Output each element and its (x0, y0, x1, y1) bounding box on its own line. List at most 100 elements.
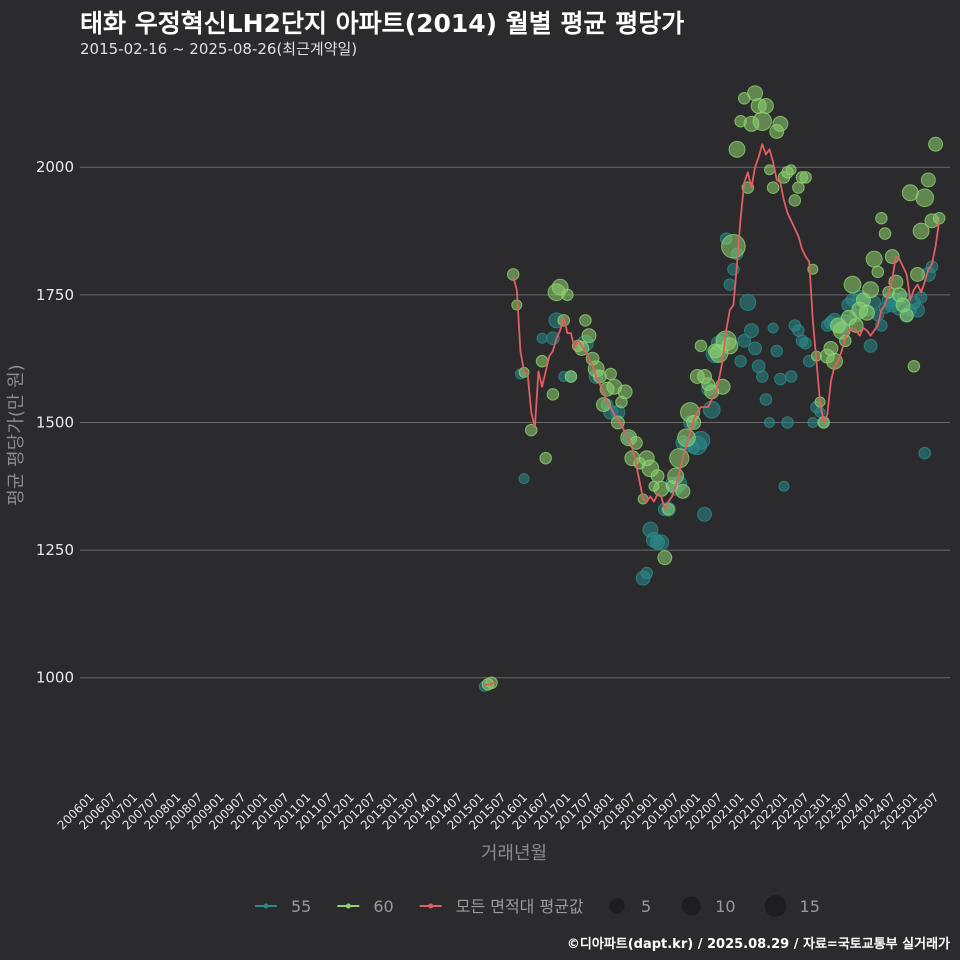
legend-size-label: 5 (641, 897, 651, 916)
footer-source: ©디아파트(dapt.kr) / 2025.08.29 / 자료=국토교통부 실… (566, 937, 950, 952)
point-55 (702, 400, 721, 419)
point-55 (518, 473, 530, 485)
point-55 (723, 278, 737, 291)
legend-size-label: 15 (800, 897, 820, 916)
point-55 (734, 354, 747, 368)
legend-key-dot (345, 903, 351, 909)
point-60 (675, 483, 691, 499)
x-axis-label: 거래년월 (481, 843, 547, 864)
point-60 (657, 550, 673, 566)
point-60 (546, 388, 560, 401)
point-55 (774, 372, 787, 386)
legend-size-key (681, 896, 701, 916)
point-55 (778, 480, 790, 492)
chart-title: 태화 우정혁신LH2단지 아파트(2014) 월별 평균 평당가 (80, 9, 685, 38)
point-60 (757, 97, 774, 114)
legend-key-dot (428, 903, 434, 909)
point-60 (871, 265, 885, 279)
point-55 (536, 332, 548, 344)
legend: 55 60 모든 면적대 평균값 5 10 15 (255, 895, 820, 917)
average-line-segment (484, 681, 496, 687)
point-60 (899, 308, 914, 323)
point-60 (912, 222, 930, 240)
point-60 (915, 188, 935, 208)
point-60 (858, 304, 875, 321)
point-60 (485, 676, 498, 690)
point-60 (788, 194, 802, 207)
point-55 (784, 370, 798, 383)
point-60 (535, 354, 549, 368)
point-55 (807, 416, 819, 428)
y-tick-label: 2000 (36, 158, 74, 176)
point-60 (920, 172, 936, 188)
legend-label: 60 (373, 897, 393, 916)
point-60 (910, 266, 925, 282)
legend-key-dot (263, 903, 269, 909)
point-55 (914, 291, 928, 304)
point-60 (669, 448, 690, 469)
y-tick-label: 1000 (36, 669, 74, 687)
point-60 (667, 467, 685, 485)
point-55 (918, 446, 931, 460)
point-60 (843, 275, 862, 294)
series-60-points (481, 85, 946, 691)
point-60 (694, 339, 708, 353)
point-60 (766, 181, 780, 194)
point-60 (564, 370, 578, 383)
point-60 (579, 314, 592, 327)
point-60 (928, 136, 944, 152)
series-average-line (484, 143, 941, 687)
point-60 (581, 328, 597, 344)
point-60 (799, 171, 812, 184)
point-55 (759, 393, 773, 406)
point-55 (770, 344, 783, 358)
point-55 (743, 323, 759, 339)
point-60 (721, 337, 739, 355)
point-60 (865, 250, 883, 268)
point-55 (814, 406, 826, 418)
point-60 (721, 234, 746, 259)
point-60 (878, 227, 892, 240)
point-55 (756, 370, 769, 383)
y-tick-label: 1750 (36, 286, 74, 304)
legend-label: 모든 면적대 평균값 (456, 897, 584, 916)
y-tick-label: 1250 (36, 541, 74, 559)
point-60 (862, 281, 880, 299)
point-60 (539, 451, 552, 465)
legend-size-label: 10 (715, 897, 735, 916)
point-55 (697, 506, 712, 522)
point-60 (561, 288, 574, 302)
point-60 (650, 469, 665, 483)
point-55 (767, 322, 779, 334)
y-tick-label: 1500 (36, 413, 74, 431)
gridlines (80, 166, 950, 679)
point-55 (781, 416, 794, 429)
point-55 (799, 337, 812, 350)
point-60 (907, 360, 921, 373)
y-axis-label: 평균 평당가(만 원) (6, 364, 27, 505)
point-60 (728, 140, 746, 158)
y-axis-ticks: 1000 1250 1500 1750 2000 (36, 158, 74, 686)
point-55 (764, 416, 775, 428)
point-60 (875, 211, 888, 225)
point-60 (785, 164, 797, 176)
point-60 (617, 384, 633, 400)
legend-size-key (764, 895, 787, 917)
legend-size-key (609, 898, 625, 914)
point-55 (737, 333, 752, 348)
point-60 (764, 164, 775, 176)
x-axis-ticks: 2006012006072007012007072008012008072009… (55, 790, 942, 832)
point-60 (752, 111, 772, 131)
chart-subtitle: 2015-02-16 ~ 2025-08-26(최근계약일) (80, 40, 358, 58)
average-line-segment (512, 143, 941, 511)
point-55 (653, 534, 670, 551)
point-60 (604, 367, 617, 381)
point-60 (772, 115, 789, 132)
point-60 (629, 435, 643, 450)
legend-label: 55 (291, 897, 311, 916)
point-55 (863, 338, 878, 353)
point-55 (640, 566, 654, 580)
point-55 (748, 341, 762, 356)
point-55 (739, 294, 757, 311)
